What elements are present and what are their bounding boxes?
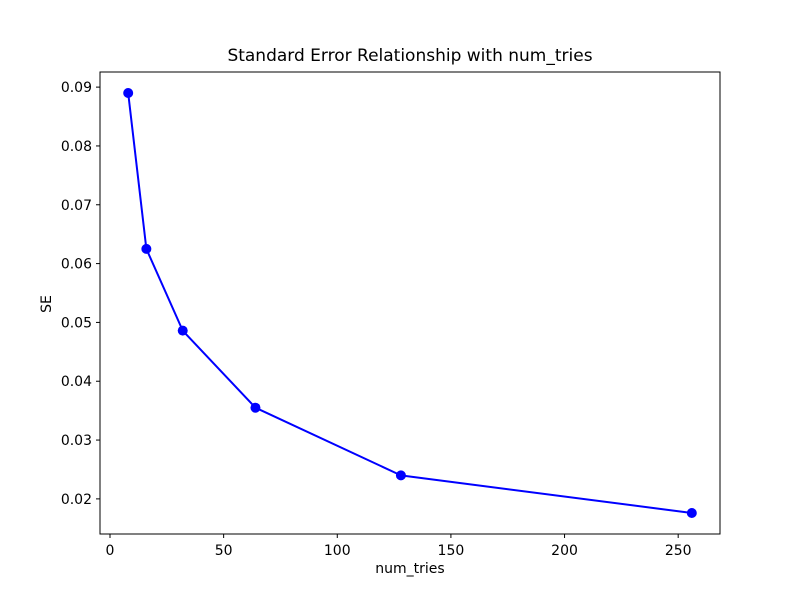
y-tick-label: 0.04: [61, 374, 92, 390]
x-axis-label: num_tries: [375, 561, 445, 577]
x-tick-label: 200: [551, 543, 578, 559]
x-tick-label: 100: [324, 543, 351, 559]
se-line: [127, 92, 693, 514]
y-tick-label: 0.06: [61, 257, 92, 273]
data-point: [123, 88, 134, 98]
data-point: [141, 243, 152, 254]
y-tick-label: 0.09: [61, 80, 92, 96]
y-tick-label: 0.03: [61, 433, 92, 449]
y-axis-label: SE: [39, 295, 55, 313]
data-point: [250, 402, 261, 413]
y-tick-label: 0.02: [61, 492, 92, 508]
x-tick-label: 0: [106, 543, 115, 559]
x-tick-label: 150: [438, 543, 465, 559]
x-tick-label: 250: [665, 543, 692, 559]
y-tick-label: 0.07: [61, 198, 92, 214]
chart-title: Standard Error Relationship with num_tri…: [227, 46, 593, 66]
data-point: [686, 508, 697, 518]
y-tick-label: 0.08: [61, 139, 92, 155]
x-tick-label: 50: [215, 543, 233, 559]
y-tick-label: 0.05: [61, 315, 92, 331]
data-point: [177, 325, 188, 336]
plot-border: [99, 71, 721, 535]
data-point: [395, 470, 406, 481]
